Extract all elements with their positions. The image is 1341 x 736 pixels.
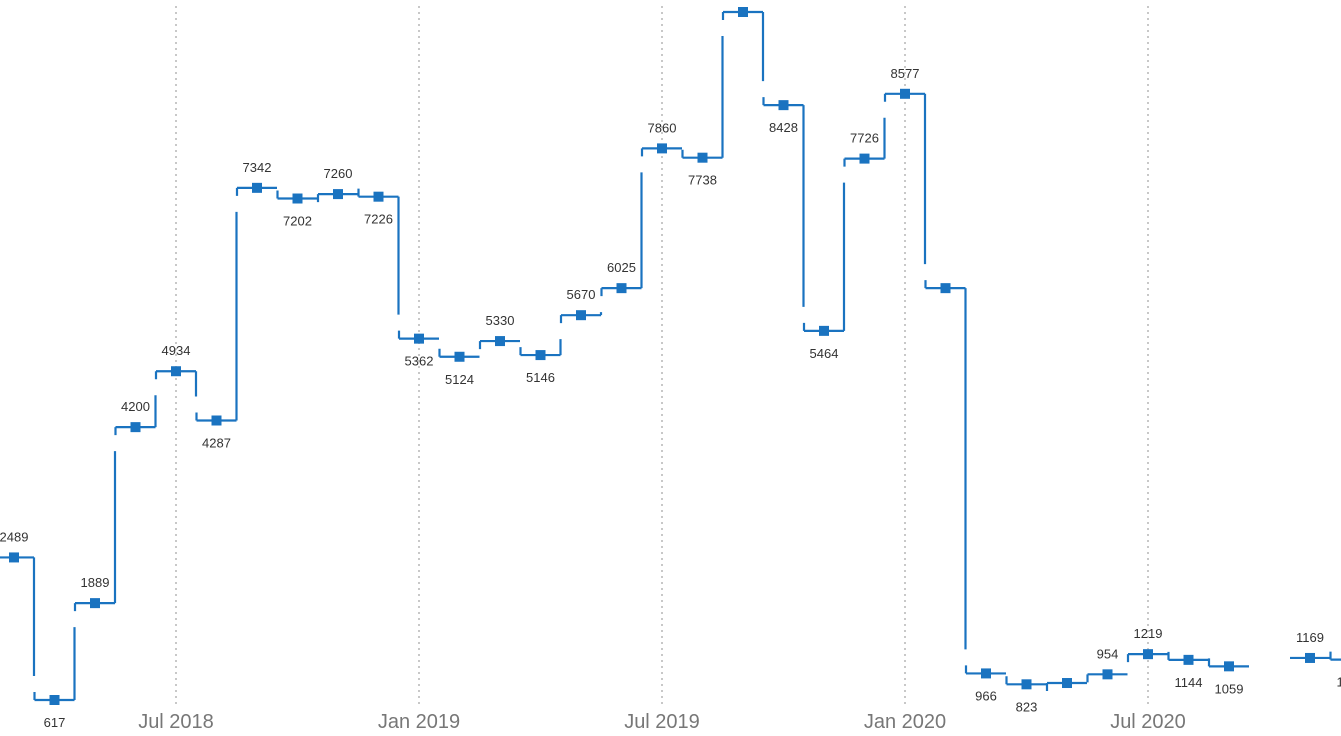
gridlines [175, 6, 1149, 706]
data-label: 5146 [526, 370, 555, 385]
data-point-marker [1143, 649, 1153, 660]
data-label: 2489 [0, 529, 28, 544]
data-point-marker [292, 193, 303, 204]
data-label: 4200 [121, 399, 150, 414]
data-label: 617 [44, 715, 66, 730]
series-line [0, 7, 1341, 705]
data-point-marker [333, 189, 343, 200]
x-tick-label: Jul 2020 [1110, 711, 1186, 733]
data-label: 6025 [607, 260, 636, 275]
data-point-marker [657, 143, 667, 154]
data-label: 5464 [810, 346, 839, 361]
data-point-marker [738, 7, 748, 17]
data-label: 7726 [850, 131, 879, 146]
data-label: 5330 [486, 313, 515, 328]
data-point-marker [1021, 679, 1032, 690]
data-point-marker [576, 310, 586, 321]
data-point-marker [1183, 654, 1194, 665]
data-label: 1147 [1337, 675, 1341, 690]
series-step-path [0, 10, 1341, 702]
data-label: 5124 [445, 372, 474, 387]
data-point-marker [1102, 669, 1113, 680]
data-label: 1059 [1215, 681, 1244, 696]
x-tick-label: Jul 2019 [624, 711, 700, 733]
data-point-marker [373, 191, 384, 202]
data-point-marker [49, 695, 60, 705]
data-label: 5670 [567, 287, 596, 302]
data-label: 7202 [283, 214, 312, 229]
data-point-marker [778, 100, 789, 111]
data-label: 966 [975, 688, 997, 703]
data-point-marker [9, 552, 19, 563]
data-point-marker [535, 350, 546, 361]
data-label: 4287 [202, 436, 231, 451]
data-point-marker [130, 422, 141, 433]
data-point-marker [900, 88, 910, 99]
data-label: 4934 [162, 343, 191, 358]
data-point-marker [819, 325, 829, 336]
data-label: 823 [1016, 699, 1038, 714]
data-point-marker [1224, 661, 1234, 672]
data-label: 7260 [324, 166, 353, 181]
x-tick-label: Jul 2018 [138, 711, 214, 733]
data-point-marker [211, 415, 222, 426]
data-point-marker [1305, 652, 1315, 663]
data-point-marker [616, 283, 627, 294]
data-point-marker [171, 366, 181, 377]
data-label: 5362 [405, 354, 434, 369]
data-point-marker [697, 152, 708, 163]
data-point-marker [981, 668, 991, 679]
x-tick-label: Jan 2019 [378, 711, 460, 733]
data-label: 1219 [1134, 626, 1163, 641]
data-label: 7860 [648, 120, 677, 135]
data-label: 8577 [891, 66, 920, 81]
data-label: 7226 [364, 212, 393, 227]
data-label: 954 [1097, 646, 1119, 661]
data-label: 1144 [1175, 675, 1203, 690]
data-point-marker [90, 598, 100, 609]
data-point-marker [1062, 678, 1072, 689]
data-point-marker [495, 336, 505, 347]
data-label: 1169 [1296, 630, 1324, 645]
data-point-marker [940, 283, 951, 294]
data-label: 8428 [769, 120, 798, 135]
x-axis-tick-labels: Jul 2018 Jan 2019 Jul 2019 Jan 2020 Jul 2020 [138, 711, 1186, 733]
data-point-marker [454, 351, 465, 362]
data-point-marker [252, 182, 262, 193]
data-label: 7738 [688, 173, 717, 188]
data-point-marker [859, 153, 870, 164]
data-point-marker [414, 333, 424, 344]
x-tick-label: Jan 2020 [864, 711, 946, 733]
data-label: 7342 [243, 160, 272, 175]
data-label: 1889 [81, 575, 110, 590]
